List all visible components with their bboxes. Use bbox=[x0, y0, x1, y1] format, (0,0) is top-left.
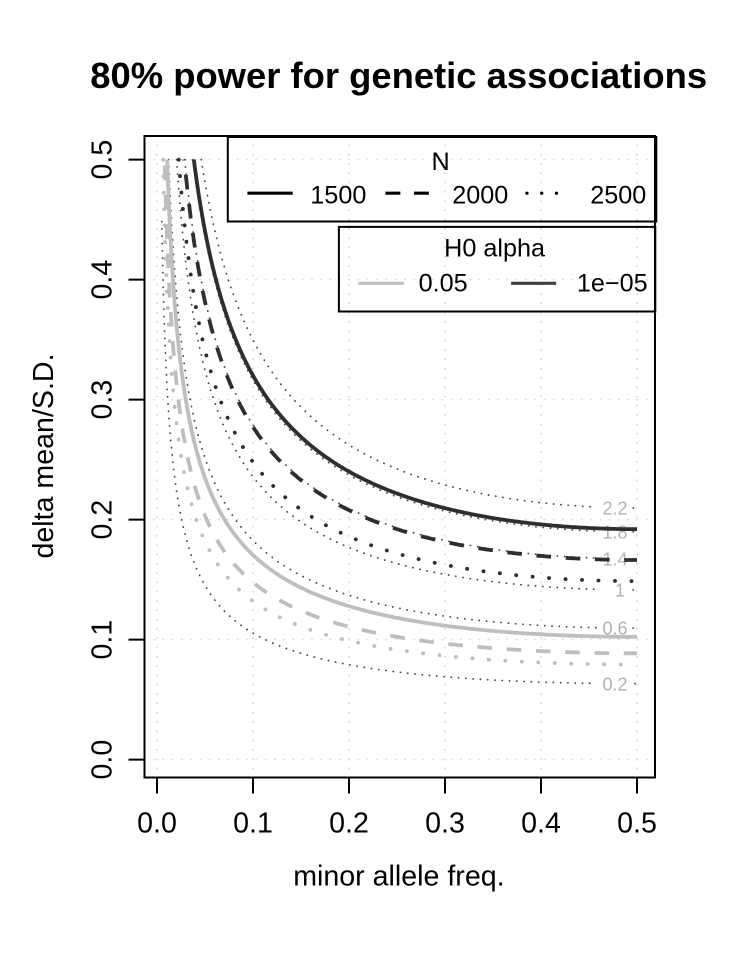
svg-text:1.8: 1.8 bbox=[602, 522, 627, 542]
svg-text:0.6: 0.6 bbox=[602, 619, 627, 639]
svg-text:0.1: 0.1 bbox=[233, 807, 273, 839]
svg-text:1: 1 bbox=[615, 580, 625, 600]
svg-text:2000: 2000 bbox=[452, 181, 508, 209]
svg-text:0.2: 0.2 bbox=[329, 807, 369, 839]
svg-text:N: N bbox=[431, 148, 449, 176]
svg-text:delta mean/S.D.: delta mean/S.D. bbox=[28, 353, 60, 558]
svg-text:2.2: 2.2 bbox=[602, 498, 627, 518]
svg-text:1e−05: 1e−05 bbox=[577, 270, 648, 298]
svg-text:0.1: 0.1 bbox=[87, 620, 119, 660]
svg-text:minor allele freq.: minor allele freq. bbox=[293, 861, 504, 893]
svg-text:80% power for genetic associat: 80% power for genetic associations bbox=[90, 55, 707, 96]
svg-text:2500: 2500 bbox=[590, 181, 646, 209]
svg-text:0.3: 0.3 bbox=[87, 380, 119, 420]
svg-text:0.2: 0.2 bbox=[602, 674, 627, 694]
svg-text:0.0: 0.0 bbox=[87, 740, 119, 780]
svg-text:0.4: 0.4 bbox=[521, 807, 561, 839]
svg-text:0.05: 0.05 bbox=[419, 270, 468, 298]
svg-text:0.2: 0.2 bbox=[87, 500, 119, 540]
svg-text:1.4: 1.4 bbox=[602, 549, 627, 569]
svg-text:0.5: 0.5 bbox=[87, 140, 119, 180]
svg-text:H0 alpha: H0 alpha bbox=[444, 235, 546, 263]
svg-text:0.5: 0.5 bbox=[617, 807, 657, 839]
svg-text:0.3: 0.3 bbox=[425, 807, 465, 839]
svg-text:0.4: 0.4 bbox=[87, 260, 119, 300]
svg-text:1500: 1500 bbox=[310, 181, 366, 209]
svg-text:0.0: 0.0 bbox=[137, 807, 177, 839]
